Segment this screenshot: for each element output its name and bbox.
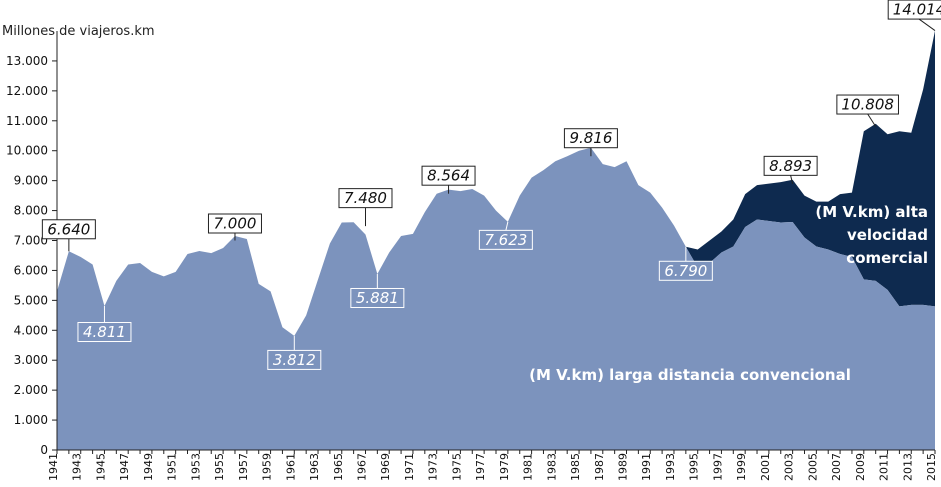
y-tick-label: 3.000	[14, 353, 48, 367]
x-tick-label: 1967	[355, 453, 368, 481]
y-tick-label: 8.000	[14, 204, 48, 218]
x-tick-label: 2015	[925, 453, 938, 481]
callout-label: 7.623	[484, 231, 527, 249]
x-tick-label: 2001	[759, 453, 772, 481]
x-tick-label: 1977	[474, 453, 487, 481]
x-tick-label: 1983	[545, 453, 558, 481]
callout-label: 4.811	[83, 323, 126, 341]
callout-label: 7.480	[344, 189, 387, 207]
callout-label: 8.564	[427, 167, 470, 185]
y-axis-title: Millones de viajeros.km	[2, 24, 155, 39]
series-label-alta-velocidad: (M V.km) alta	[815, 203, 928, 221]
callout-label: 5.881	[356, 289, 399, 307]
series-label-alta-velocidad: comercial	[846, 249, 928, 267]
series-label-alta-velocidad: velocidad	[847, 226, 928, 244]
y-tick-label: 7.000	[14, 234, 48, 248]
x-tick-label: 1957	[237, 453, 250, 481]
x-tick-label: 1945	[94, 453, 107, 481]
series-label-larga-distancia: (M V.km) larga distancia convencional	[529, 366, 851, 384]
x-tick-label: 1993	[664, 453, 677, 481]
x-tick-label: 1985	[569, 453, 582, 481]
callout-leader	[918, 18, 936, 31]
callout-leader	[790, 175, 794, 184]
callout-box	[41, 219, 96, 240]
callout-leader	[505, 221, 509, 231]
callout-box	[887, 0, 941, 20]
y-tick-label: 9.000	[14, 174, 48, 188]
callout-box	[478, 229, 533, 250]
callout-label: 14.014	[893, 1, 941, 19]
x-tick-label: 2013	[901, 453, 914, 481]
y-tick-label: 10.000	[6, 144, 48, 158]
callout-label: 6.790	[664, 262, 707, 280]
callout-box	[836, 94, 899, 115]
y-tick-label: 5.000	[14, 293, 48, 307]
y-tick-label: 11.000	[6, 114, 48, 128]
x-tick-label: 1995	[688, 453, 701, 481]
x-tick-label: 1953	[189, 453, 202, 481]
callout-label: 10.808	[841, 96, 894, 114]
x-tick-label: 1971	[403, 453, 416, 481]
callout-box	[77, 322, 132, 343]
callout-box	[338, 188, 393, 209]
y-tick-label: 1.000	[14, 413, 48, 427]
callout-box	[350, 287, 405, 308]
series-area-larga-distancia	[57, 147, 935, 450]
y-tick-label: 0	[40, 443, 48, 457]
callout-label: 7.000	[213, 215, 256, 233]
callout-box	[763, 155, 818, 176]
callout-box	[267, 349, 322, 370]
y-tick-label: 12.000	[6, 84, 48, 98]
x-tick-label: 2003	[783, 453, 796, 481]
callout-label: 8.893	[769, 157, 812, 175]
x-tick-label: 1989	[617, 453, 630, 481]
x-tick-label: 1975	[450, 453, 463, 481]
x-tick-label: 2005	[806, 453, 819, 481]
callout-box	[563, 128, 618, 149]
x-tick-label: 1987	[593, 453, 606, 481]
x-tick-label: 1981	[522, 453, 535, 481]
x-tick-label: 2009	[854, 453, 867, 481]
x-tick-label: 1955	[213, 453, 226, 481]
x-tick-label: 1949	[142, 453, 155, 481]
x-tick-label: 1959	[261, 453, 274, 481]
callout-box	[207, 213, 262, 234]
x-tick-label: 1963	[308, 453, 321, 481]
x-tick-label: 1941	[47, 453, 60, 481]
x-tick-label: 1965	[332, 453, 345, 481]
callout-label: 3.812	[273, 351, 316, 369]
x-tick-label: 2007	[830, 453, 843, 481]
y-tick-label: 13.000	[6, 54, 48, 68]
x-tick-label: 2011	[878, 453, 891, 481]
x-tick-label: 1991	[640, 453, 653, 481]
callout-label: 6.640	[47, 220, 90, 238]
x-tick-label: 1943	[71, 453, 84, 481]
x-tick-label: 1969	[379, 453, 392, 481]
y-tick-label: 4.000	[14, 323, 48, 337]
x-tick-label: 1997	[711, 453, 724, 481]
callout-box	[421, 165, 476, 186]
y-tick-label: 6.000	[14, 263, 48, 277]
x-tick-label: 1947	[118, 453, 131, 481]
callout-label: 9.816	[569, 129, 612, 147]
callout-box	[658, 260, 713, 281]
y-tick-label: 2.000	[14, 383, 48, 397]
x-tick-label: 1979	[498, 453, 511, 481]
x-tick-label: 1951	[166, 453, 179, 481]
x-tick-label: 1999	[735, 453, 748, 481]
x-tick-label: 1961	[284, 453, 297, 481]
x-tick-label: 1973	[427, 453, 440, 481]
callout-leader	[867, 113, 877, 127]
